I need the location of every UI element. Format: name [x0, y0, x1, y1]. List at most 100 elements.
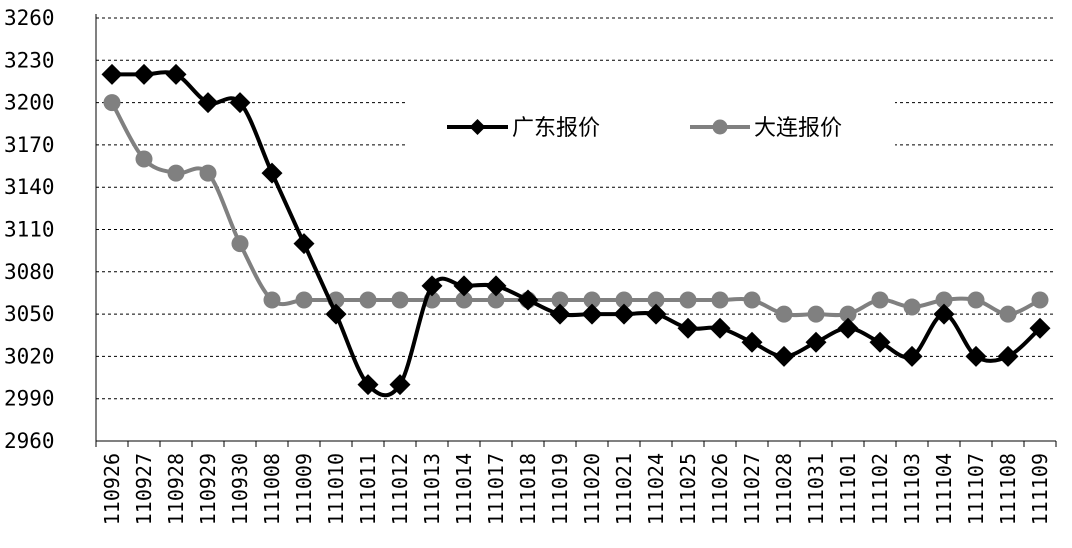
- data-point-guangdong: [485, 275, 507, 297]
- y-tick-label: 2990: [4, 387, 55, 411]
- x-tick-label: 110929: [196, 453, 220, 525]
- data-point-dalian: [359, 291, 377, 309]
- x-tick-label: 110926: [100, 453, 124, 525]
- x-tick-label: 111014: [452, 453, 476, 525]
- x-tick-label: 111010: [324, 453, 348, 525]
- data-point-guangdong: [517, 289, 539, 311]
- axis-layer: 3260 3230 3200 3170 3140 3110 3080 3050 3020 2990…: [4, 6, 1057, 525]
- x-tick-label: 111101: [836, 453, 860, 525]
- data-point-dalian: [743, 291, 761, 309]
- data-point-guangdong: [677, 317, 699, 339]
- x-tick-label: 111019: [548, 453, 572, 525]
- data-point-dalian: [775, 305, 793, 323]
- data-point-guangdong: [869, 331, 891, 353]
- x-tick-label: 111102: [868, 453, 892, 525]
- x-tick-label: 111103: [900, 453, 924, 525]
- x-tick-label: 111108: [996, 453, 1020, 525]
- data-point-guangdong: [101, 63, 123, 85]
- data-point-guangdong: [421, 275, 443, 297]
- data-point-dalian: [871, 291, 889, 309]
- legend-entry-dalian: 大连报价: [690, 116, 842, 141]
- data-point-guangdong: [1029, 317, 1051, 339]
- x-tick-label: 111028: [772, 453, 796, 525]
- x-tick-label: 111026: [708, 453, 732, 525]
- x-tick-label: 111011: [356, 453, 380, 525]
- data-point-dalian: [263, 291, 281, 309]
- data-point-guangdong: [261, 162, 283, 184]
- x-tick-label: 111024: [644, 453, 668, 525]
- x-tick-label: 111009: [292, 453, 316, 525]
- data-point-dalian: [551, 291, 569, 309]
- data-point-dalian: [295, 291, 313, 309]
- series-guangdong: [101, 63, 1051, 398]
- x-tick-label: 111107: [964, 453, 988, 525]
- data-point-guangdong: [773, 345, 795, 367]
- data-point-dalian: [967, 291, 985, 309]
- x-tick-label: 111031: [804, 453, 828, 525]
- data-point-guangdong: [709, 317, 731, 339]
- data-point-guangdong: [357, 374, 379, 396]
- y-tick-label: 3170: [4, 133, 55, 157]
- data-point-guangdong: [229, 92, 251, 114]
- data-point-guangdong: [613, 303, 635, 325]
- x-tick-label: 111021: [612, 453, 636, 525]
- data-point-dalian: [167, 164, 185, 182]
- data-point-guangdong: [133, 63, 155, 85]
- data-point-dalian: [199, 164, 217, 182]
- data-point-guangdong: [901, 345, 923, 367]
- data-point-dalian: [455, 291, 473, 309]
- data-point-guangdong: [965, 345, 987, 367]
- data-point-dalian: [487, 291, 505, 309]
- data-point-guangdong: [293, 233, 315, 255]
- y-tick-label: 3200: [4, 91, 55, 115]
- data-point-dalian: [711, 291, 729, 309]
- grid-layer: [96, 17, 1056, 400]
- x-tick-label: 111104: [932, 453, 956, 525]
- x-tick-label: 111109: [1028, 453, 1052, 525]
- data-point-dalian: [1031, 291, 1049, 309]
- data-point-guangdong: [389, 374, 411, 396]
- series-dalian: [103, 94, 1049, 323]
- data-point-guangdong: [453, 275, 475, 297]
- legend-marker-guangdong: [469, 119, 486, 135]
- data-point-guangdong: [325, 303, 347, 325]
- legend-marker-dalian: [712, 119, 728, 135]
- data-point-guangdong: [549, 303, 571, 325]
- x-tick-label: 110930: [228, 453, 252, 525]
- x-tick-label: 111017: [484, 453, 508, 525]
- data-point-dalian: [839, 305, 857, 323]
- data-point-dalian: [615, 291, 633, 309]
- legend-entry-guangdong: 广东报价: [447, 116, 600, 141]
- x-tick-label: 111013: [420, 453, 444, 525]
- data-point-dalian: [647, 291, 665, 309]
- y-tick-label: 3230: [4, 48, 55, 72]
- y-tick-label: 3110: [4, 218, 55, 242]
- legend-label-guangdong: 广东报价: [512, 116, 600, 141]
- x-tick-label: 110928: [164, 453, 188, 525]
- data-point-dalian: [679, 291, 697, 309]
- y-tick-label: 3140: [4, 175, 55, 199]
- data-point-dalian: [391, 291, 409, 309]
- x-tick-label: 111008: [260, 453, 284, 525]
- y-tick-label: 3050: [4, 302, 55, 326]
- data-point-dalian: [999, 305, 1017, 323]
- x-tick-label: 111018: [516, 453, 540, 525]
- x-tick-label: 111025: [676, 453, 700, 525]
- y-tick-label: 3020: [4, 344, 55, 368]
- data-point-dalian: [231, 235, 249, 253]
- x-tick-label: 110927: [132, 453, 156, 525]
- y-tick-label: 2960: [4, 429, 55, 453]
- y-tick-label: 3080: [4, 260, 55, 284]
- data-point-dalian: [103, 94, 121, 112]
- series-layer: [101, 63, 1051, 398]
- y-tick-label: 3260: [4, 6, 55, 30]
- data-point-guangdong: [581, 303, 603, 325]
- data-point-guangdong: [933, 303, 955, 325]
- data-point-dalian: [935, 291, 953, 309]
- data-point-guangdong: [805, 331, 827, 353]
- data-point-dalian: [807, 305, 825, 323]
- data-point-guangdong: [165, 63, 187, 85]
- data-point-dalian: [583, 291, 601, 309]
